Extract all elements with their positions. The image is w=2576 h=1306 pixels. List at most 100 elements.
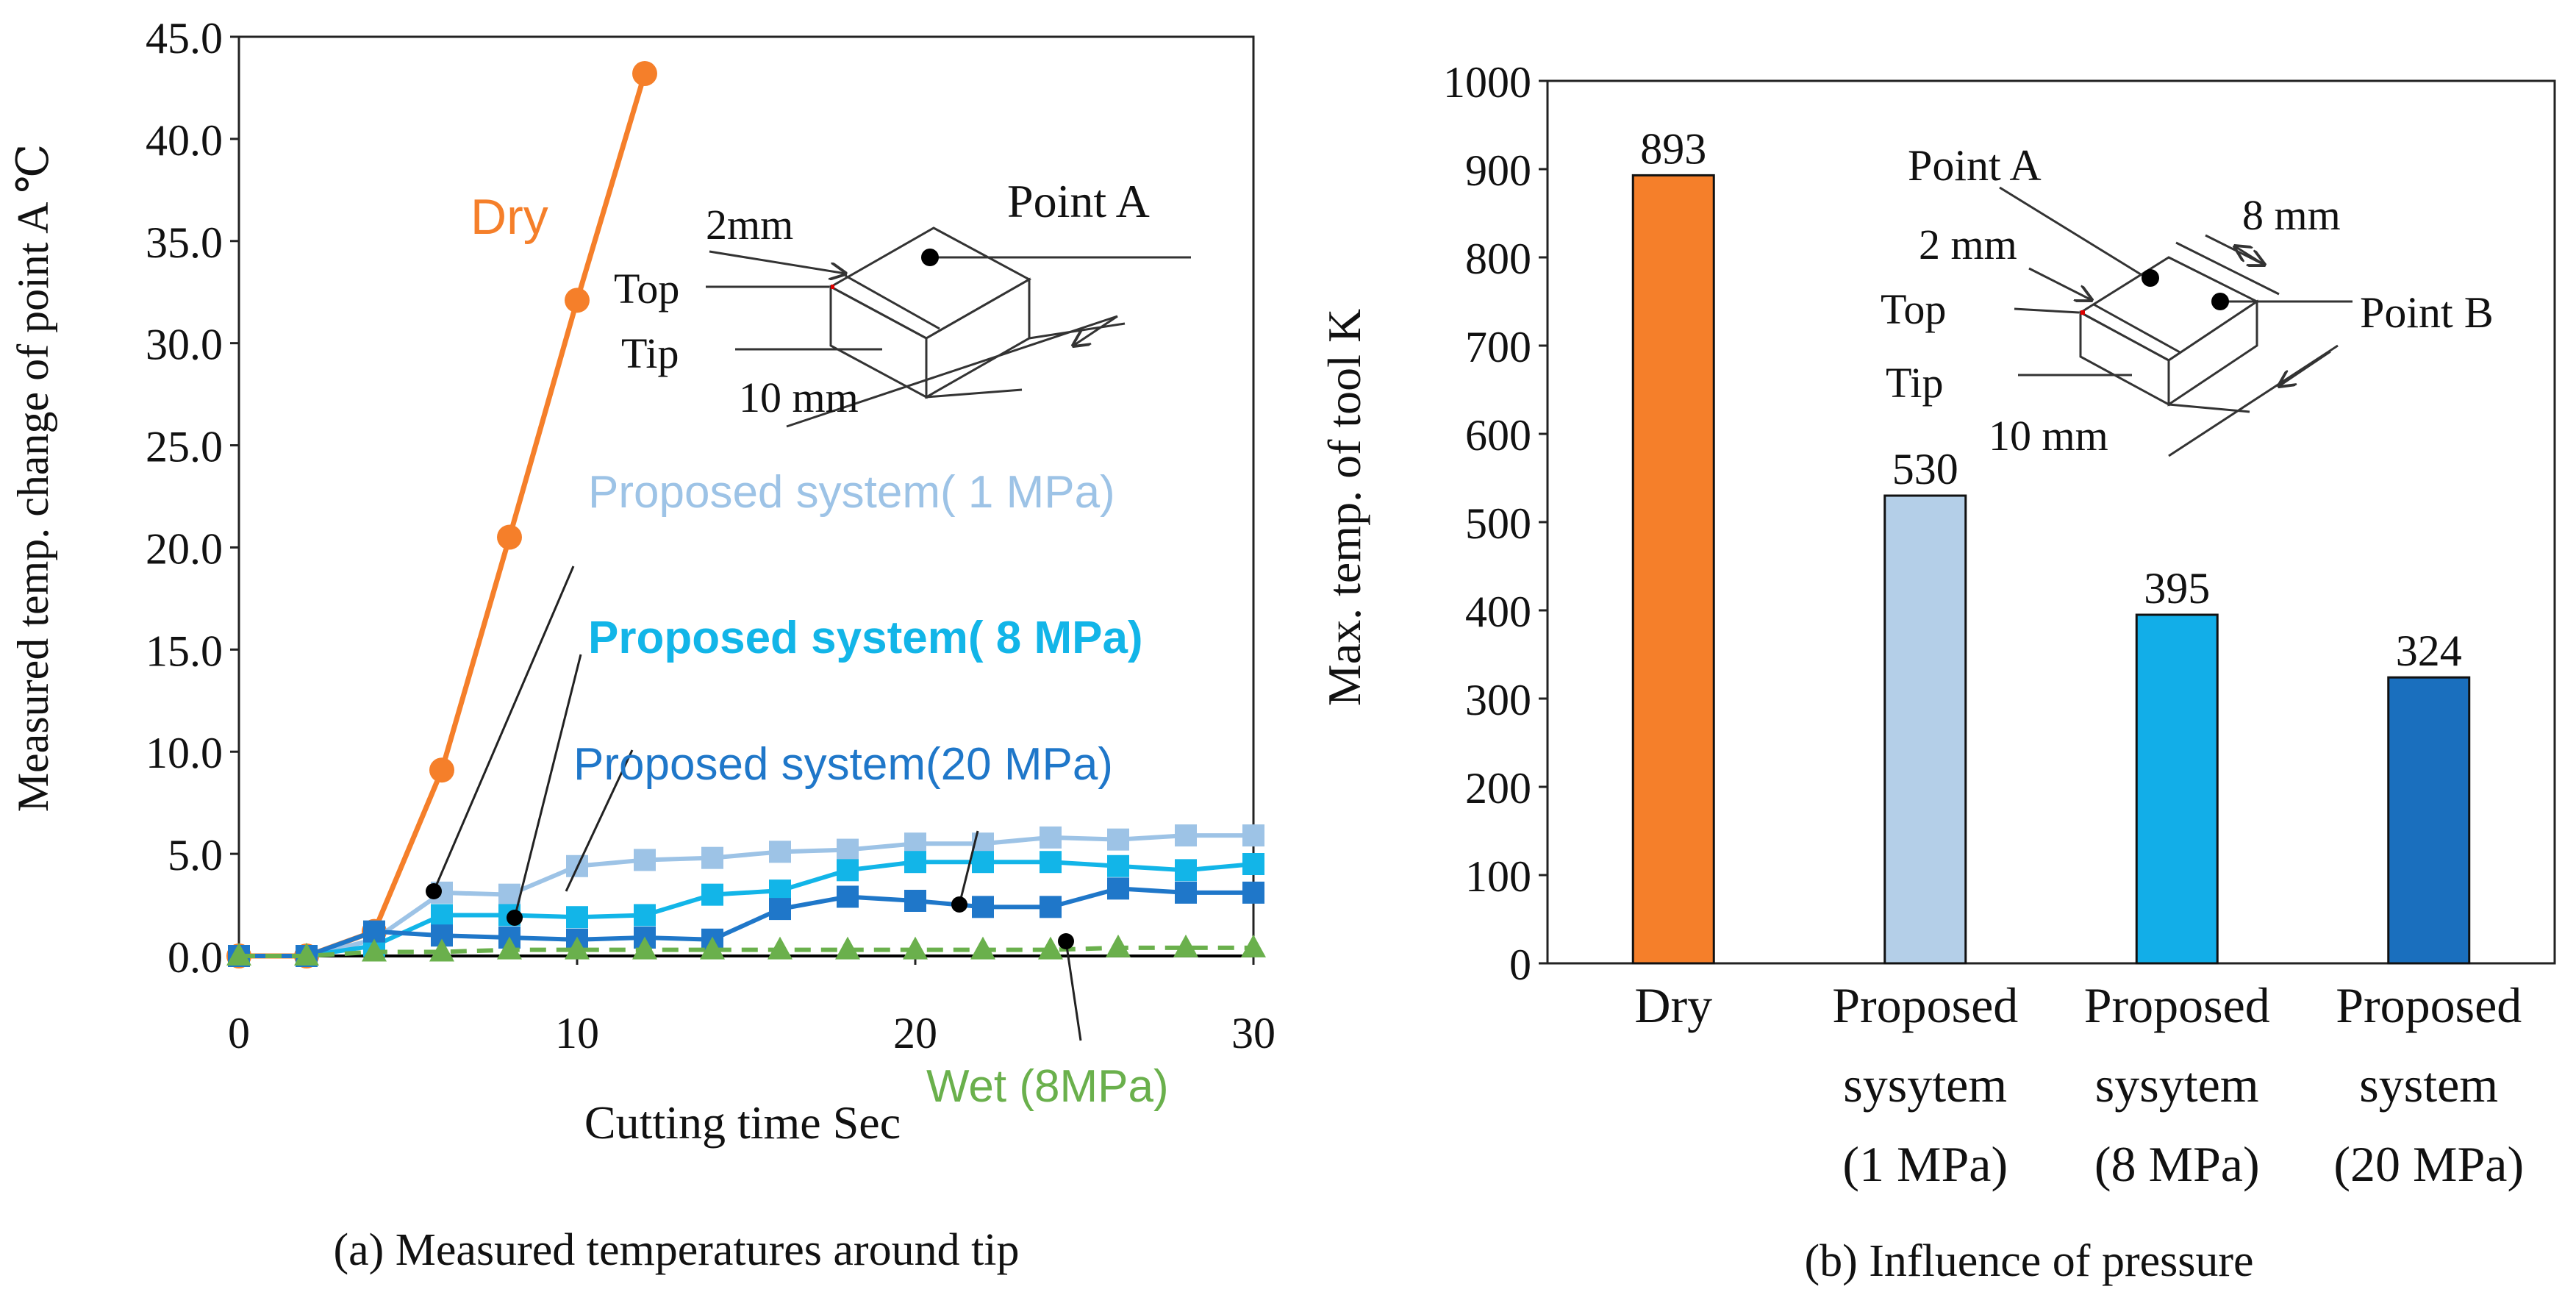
data-point — [903, 936, 928, 960]
series-line-0 — [239, 72, 648, 959]
panel-b-ytick-label: 800 — [1465, 235, 1531, 283]
panel-a-ytick-label: 15.0 — [146, 627, 223, 675]
panel-b-ytick-label: 900 — [1465, 146, 1531, 195]
data-point — [904, 851, 926, 874]
data-point — [1038, 936, 1063, 960]
bar-value-label: 324 — [2396, 627, 2462, 675]
bar — [2387, 676, 2471, 965]
data-point — [566, 906, 588, 929]
series-line-2 — [239, 860, 1254, 958]
data-point — [565, 288, 590, 313]
panel-a-inset-diagram — [706, 226, 1191, 428]
data-point — [904, 890, 926, 912]
panel-b-ylabel: Max. temp. of tool K — [1318, 309, 1370, 706]
panel-b-axes: 0 100 200 300 400 500 600 700 800 900 1000 — [1443, 58, 2556, 989]
data-point — [497, 524, 522, 550]
data-point — [634, 849, 656, 871]
panel-a-xtick-label: 0 — [228, 1009, 250, 1057]
data-point — [769, 841, 791, 863]
panel-b-ytick-label: 1000 — [1443, 58, 1531, 107]
panel-b-ytick-label: 500 — [1465, 499, 1531, 548]
data-point — [1040, 826, 1062, 849]
panel-a-xtick-label: 30 — [1231, 1009, 1276, 1057]
panel-a-xtick-label: 20 — [893, 1009, 937, 1057]
panel-b-ytick-label: 100 — [1465, 852, 1531, 901]
series-label-20mpa: Proposed system(20 MPa) — [573, 739, 1113, 790]
data-point — [431, 904, 453, 927]
panel-b-inset-diagram — [1999, 186, 2353, 457]
data-point — [1040, 896, 1062, 918]
data-point — [632, 61, 657, 86]
data-point — [837, 859, 859, 882]
panel-b-ytick-label: 0 — [1509, 941, 1531, 989]
series-line-4 — [239, 945, 1253, 958]
data-point — [837, 885, 859, 908]
panel-a: 0.0 5.0 10.0 15.0 20.0 25.0 30.0 35.0 40.0 45.0 0 1… — [9, 14, 1276, 1275]
inset-b-point-b: Point B — [2360, 288, 2494, 337]
data-point — [632, 936, 657, 960]
panel-b-ytick-label: 400 — [1465, 588, 1531, 636]
category-label: (8 MPa) — [2094, 1136, 2260, 1192]
data-point — [835, 936, 860, 960]
panel-b-ytick-label: 600 — [1465, 411, 1531, 460]
data-point — [1242, 824, 1264, 847]
panel-a-ytick-label: 40.0 — [146, 116, 223, 165]
data-point — [1107, 877, 1129, 900]
data-point — [226, 943, 251, 966]
panel-a-ytick-label: 20.0 — [146, 524, 223, 573]
category-label: system — [2359, 1057, 2498, 1113]
inset-b-point-a: Point A — [1908, 141, 2042, 190]
category-label: Proposed — [2084, 977, 2270, 1033]
panel-a-ytick-label: 45.0 — [146, 14, 223, 63]
panel-a-ytick-label: 5.0 — [168, 831, 223, 879]
inset-a-top: Top — [614, 265, 679, 313]
inset-b-dim2: 10 mm — [1989, 412, 2108, 460]
series-label-dry: Dry — [471, 189, 548, 245]
data-point — [429, 757, 454, 783]
series-label-8mpa: Proposed system( 8 MPa) — [588, 613, 1143, 663]
data-point — [1242, 881, 1264, 904]
data-point — [1173, 934, 1198, 957]
data-point — [701, 883, 723, 906]
category-label: sysytem — [1843, 1057, 2007, 1113]
category-label: Proposed — [2336, 977, 2522, 1033]
inset-a-dim2: 10 mm — [739, 374, 859, 421]
data-point — [700, 936, 725, 960]
inset-b-top: Top — [1881, 285, 1946, 333]
data-point — [497, 936, 522, 960]
panel-b-ytick-label: 700 — [1465, 323, 1531, 371]
data-point — [1107, 854, 1129, 877]
data-point — [1175, 881, 1197, 904]
category-label: sysytem — [2095, 1057, 2259, 1113]
bar — [1631, 174, 1715, 965]
point-a-marker-b — [2142, 269, 2159, 287]
bar — [1883, 494, 1967, 965]
data-point — [972, 896, 994, 918]
panel-a-xlabel: Cutting time Sec — [584, 1096, 901, 1149]
panel-a-ytick-label: 25.0 — [146, 423, 223, 471]
panel-b-bars: 893 Dry 530 Proposed sysytem (1 MPa) 395 Propos… — [1631, 124, 2524, 1192]
category-label: (1 MPa) — [1842, 1136, 2008, 1192]
bar-value-label: 395 — [2144, 564, 2210, 613]
data-point — [429, 938, 454, 962]
panel-a-annotation-leaders — [426, 565, 1082, 1041]
data-point — [1040, 851, 1062, 874]
point-b-marker — [2211, 293, 2229, 310]
panel-b-ytick-label: 300 — [1465, 676, 1531, 724]
data-point — [837, 838, 859, 861]
bar — [2135, 613, 2219, 965]
data-point — [970, 936, 995, 960]
category-label: Proposed — [1832, 977, 2018, 1033]
panel-a-ytick-label: 30.0 — [146, 321, 223, 369]
data-point — [972, 851, 994, 874]
panel-a-caption: (a) Measured temperatures around tip — [333, 1225, 1019, 1275]
bar-value-label: 893 — [1640, 124, 1706, 173]
data-point — [1241, 934, 1266, 957]
inset-b-tip: Tip — [1886, 359, 1944, 407]
bar-value-label: 530 — [1892, 445, 1958, 493]
data-point — [768, 936, 793, 960]
panel-a-ytick-label: 0.0 — [168, 933, 223, 982]
panel-a-ylabel: Measured temp. change of point A ℃ — [9, 144, 57, 813]
data-point — [498, 883, 520, 906]
